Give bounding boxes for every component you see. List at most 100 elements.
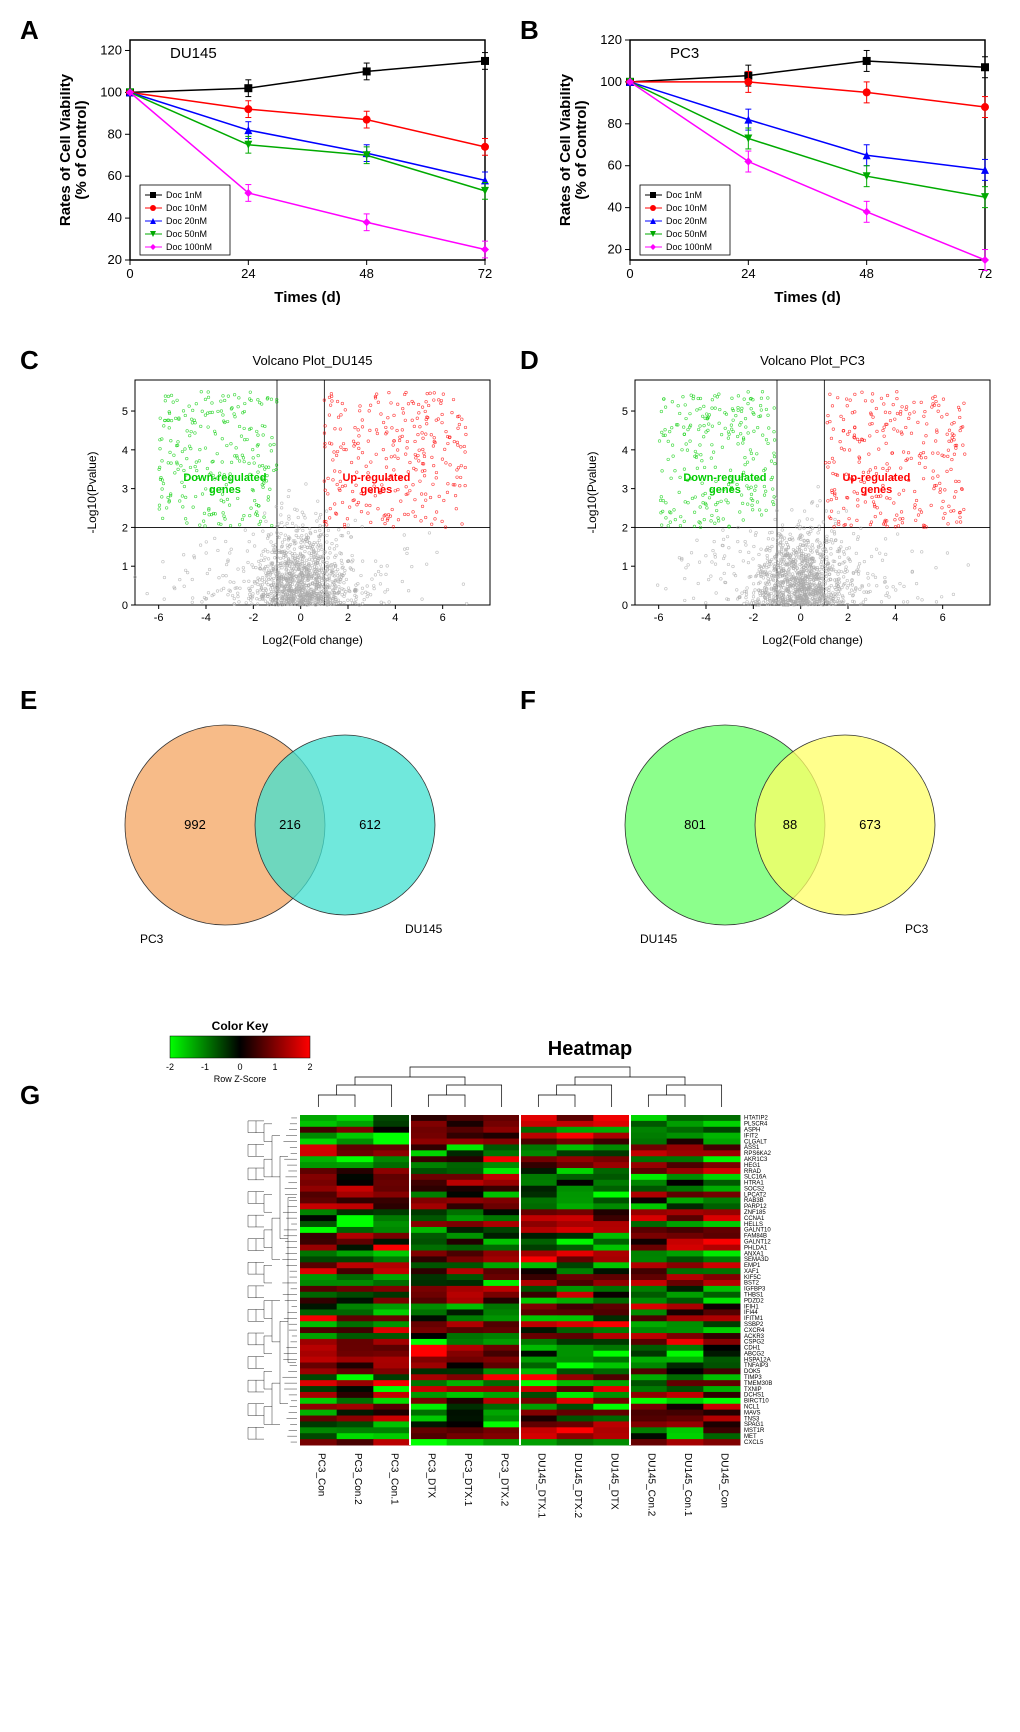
svg-text:40: 40 [608,200,622,215]
svg-text:4: 4 [122,445,128,457]
svg-text:DU145_Con: DU145_Con [719,1453,730,1508]
svg-text:PC3: PC3 [140,932,164,946]
svg-text:60: 60 [608,158,622,173]
panel-label-d: D [520,345,539,376]
svg-text:Doc 1nM: Doc 1nM [166,190,202,200]
svg-text:Times (d): Times (d) [274,289,340,306]
svg-text:-6: -6 [154,612,164,624]
svg-text:DU145: DU145 [170,45,217,62]
svg-text:Times (d): Times (d) [774,289,840,306]
panel-label-f: F [520,685,536,716]
svg-text:PC3: PC3 [905,922,929,936]
row-ef: E 992612216PC3DU145 F 80167388DU145PC3 [20,690,1000,990]
panel-b: B 024487220406080100120Times (d)Rates of… [520,20,1000,320]
svg-text:-Log10(Pvalue): -Log10(Pvalue) [85,451,99,533]
svg-text:1: 1 [122,561,128,573]
svg-text:PC3_DTX.1: PC3_DTX.1 [462,1453,473,1507]
svg-text:1: 1 [622,561,628,573]
panel-label-b: B [520,15,539,46]
svg-text:80: 80 [108,126,122,141]
svg-text:CXCL5: CXCL5 [744,1440,764,1446]
svg-text:2: 2 [845,612,851,624]
panel-label-a: A [20,15,39,46]
svg-text:0: 0 [622,600,628,612]
svg-text:4: 4 [622,445,628,457]
svg-text:6: 6 [440,612,446,624]
svg-text:992: 992 [184,817,206,832]
svg-text:Row Z-Score: Row Z-Score [214,1074,267,1084]
svg-text:DU145: DU145 [640,932,678,946]
svg-text:20: 20 [108,252,122,267]
svg-text:Doc 50nM: Doc 50nM [666,229,707,239]
svg-text:PC3_Con.1: PC3_Con.1 [389,1453,400,1505]
svg-text:Rates of Cell Viability(% of C: Rates of Cell Viability(% of Control) [560,73,590,226]
svg-text:-2: -2 [748,612,758,624]
svg-text:60: 60 [108,168,122,183]
svg-text:2: 2 [345,612,351,624]
panel-e: E 992612216PC3DU145 [20,690,500,990]
svg-text:2: 2 [622,522,628,534]
svg-text:40: 40 [108,210,122,225]
svg-text:Doc 10nM: Doc 10nM [666,203,707,213]
panel-g: G Color Key-2-1012Row Z-ScoreHeatmapHTAT… [20,1020,980,1540]
svg-text:Volcano Plot_DU145: Volcano Plot_DU145 [253,353,373,368]
panel-a: A 024487220406080100120Times (d)Rates of… [20,20,500,320]
svg-text:100: 100 [600,74,622,89]
svg-text:4: 4 [892,612,898,624]
svg-text:-1: -1 [201,1062,209,1072]
svg-text:3: 3 [122,484,128,496]
panel-label-g: G [20,1080,40,1111]
svg-text:48: 48 [859,266,873,281]
svg-text:Doc 100nM: Doc 100nM [666,242,712,252]
svg-text:1: 1 [272,1062,277,1072]
svg-text:Doc 50nM: Doc 50nM [166,229,207,239]
svg-text:DU145_DTX.1: DU145_DTX.1 [535,1453,546,1518]
svg-text:612: 612 [359,817,381,832]
row-ab: A 024487220406080100120Times (d)Rates of… [20,20,1000,320]
svg-text:72: 72 [478,266,492,281]
svg-text:PC3_Con.2: PC3_Con.2 [352,1453,363,1505]
panel-label-e: E [20,685,37,716]
svg-text:Doc 20nM: Doc 20nM [666,216,707,226]
svg-text:100: 100 [100,84,122,99]
svg-text:DU145_Con.1: DU145_Con.1 [682,1453,693,1517]
svg-text:3: 3 [622,484,628,496]
svg-text:PC3_Con: PC3_Con [315,1453,326,1496]
panel-f: F 80167388DU145PC3 [520,690,1000,990]
svg-text:PC3_DTX: PC3_DTX [425,1453,436,1498]
svg-text:Down-regulatedgenes: Down-regulatedgenes [683,472,766,496]
svg-text:Volcano Plot_PC3: Volcano Plot_PC3 [760,353,865,368]
svg-text:24: 24 [741,266,755,281]
panel-c: C Volcano Plot_DU145-6-4-20246012345Log2… [20,350,500,660]
svg-text:5: 5 [622,406,628,418]
svg-text:801: 801 [684,817,706,832]
svg-text:0: 0 [798,612,804,624]
svg-text:PC3_DTX.2: PC3_DTX.2 [499,1453,510,1507]
svg-text:Log2(Fold change): Log2(Fold change) [262,633,363,647]
row-cd: C Volcano Plot_DU145-6-4-20246012345Log2… [20,350,1000,660]
svg-text:0: 0 [298,612,304,624]
svg-text:Down-regulatedgenes: Down-regulatedgenes [183,472,266,496]
svg-text:20: 20 [608,242,622,257]
panel-label-c: C [20,345,39,376]
svg-text:DU145_DTX.2: DU145_DTX.2 [572,1453,583,1518]
svg-text:-4: -4 [201,612,211,624]
svg-text:0: 0 [237,1062,242,1072]
svg-text:Heatmap: Heatmap [548,1038,632,1060]
svg-text:Color Key: Color Key [212,1020,269,1033]
svg-text:216: 216 [279,817,301,832]
svg-text:24: 24 [241,266,255,281]
svg-text:120: 120 [600,32,622,47]
svg-text:DU145_DTX: DU145_DTX [609,1453,620,1510]
svg-text:673: 673 [859,817,881,832]
svg-text:0: 0 [626,266,633,281]
row-g: G Color Key-2-1012Row Z-ScoreHeatmapHTAT… [20,1020,1000,1540]
svg-text:DU145_Con.2: DU145_Con.2 [645,1453,656,1517]
svg-text:-2: -2 [166,1062,174,1072]
svg-text:Doc 1nM: Doc 1nM [666,190,702,200]
svg-text:0: 0 [122,600,128,612]
svg-text:2: 2 [122,522,128,534]
svg-text:-2: -2 [248,612,258,624]
svg-text:2: 2 [307,1062,312,1072]
panel-d: D Volcano Plot_PC3-6-4-20246012345Log2(F… [520,350,1000,660]
